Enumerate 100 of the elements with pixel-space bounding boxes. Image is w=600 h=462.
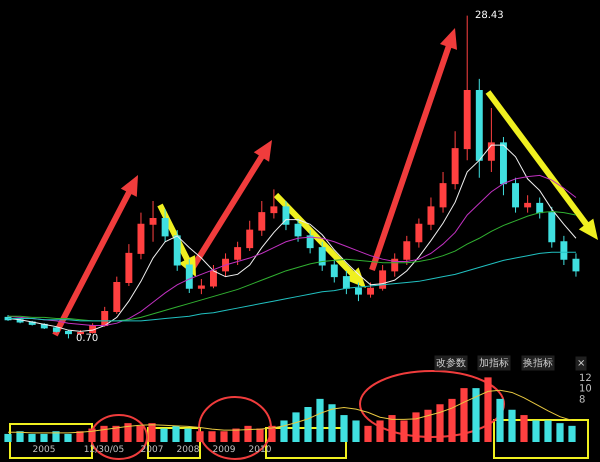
y-tick-label: 8: [579, 394, 586, 406]
candlestick: [210, 264, 217, 289]
bar: [472, 388, 480, 442]
candlestick: [560, 235, 568, 266]
annotation: 28.43: [475, 10, 504, 21]
candlestick: [125, 244, 132, 286]
text: 换指标: [523, 357, 553, 369]
bar: [340, 415, 348, 442]
line-series: [8, 390, 572, 434]
bar: [28, 434, 36, 442]
candlestick: [174, 230, 181, 272]
bar: [424, 410, 432, 442]
candlestick: [403, 235, 410, 266]
bar: [100, 426, 108, 442]
candlestick: [355, 282, 362, 302]
candlestick: [306, 230, 314, 254]
bar: [208, 431, 216, 442]
candlestick: [65, 330, 72, 339]
candlestick: [150, 200, 156, 242]
candlestick: [464, 15, 471, 161]
bar: [328, 404, 336, 442]
bar: [112, 426, 120, 442]
candlestick: [548, 206, 556, 248]
candlestick: [113, 276, 120, 314]
candlestick: [476, 78, 483, 178]
bar: [64, 434, 72, 442]
candlestick: [330, 258, 338, 283]
x-tick-label: 2005: [32, 445, 56, 455]
bar: [508, 410, 516, 442]
bar: [544, 420, 552, 442]
text: 加指标: [479, 357, 509, 369]
candlestick: [488, 107, 495, 172]
candlestick: [572, 252, 580, 278]
candlestick: [428, 197, 434, 231]
x-tick-label: 2008: [176, 445, 200, 455]
bar: [448, 398, 456, 442]
candlestick: [246, 220, 254, 252]
bar: [532, 420, 540, 442]
annotation: 0.70: [76, 333, 98, 344]
bar: [16, 431, 24, 442]
bar: [568, 426, 576, 442]
bar: [316, 398, 324, 442]
bar: [244, 426, 252, 442]
bar: [148, 423, 156, 442]
candlestick: [536, 197, 544, 219]
candlestick: [512, 177, 519, 214]
candlestick: [367, 282, 374, 298]
candlestick: [282, 200, 290, 231]
candlestick: [440, 171, 446, 214]
bar: [436, 404, 444, 442]
bar: [400, 420, 408, 442]
bar: [364, 426, 372, 442]
candlestick: [258, 200, 266, 236]
candlestick: [452, 130, 459, 190]
candlestick: [186, 258, 193, 294]
bar: [268, 426, 276, 442]
bar: [376, 420, 384, 442]
candlestick: [415, 218, 422, 248]
text: 改参数: [436, 357, 466, 369]
bar: [172, 426, 180, 442]
bar: [220, 431, 228, 442]
candlestick: [524, 194, 532, 214]
bar: [484, 377, 492, 442]
y-tick-label: 12: [579, 372, 592, 384]
candlestick: [342, 270, 350, 295]
candlestick: [234, 241, 242, 266]
bar: [280, 420, 288, 442]
bar: [556, 423, 564, 442]
bar: [52, 431, 60, 442]
bar: [196, 431, 204, 442]
candlestick: [270, 188, 278, 219]
bar: [160, 428, 168, 442]
bar: [412, 412, 420, 442]
candlestick: [222, 252, 229, 278]
bar: [76, 431, 84, 442]
bar: [304, 407, 312, 442]
bar: [388, 415, 396, 442]
candlestick: [198, 278, 205, 295]
bar: [232, 428, 240, 442]
bar: [124, 423, 132, 442]
bar: [496, 398, 504, 442]
bar: [184, 428, 192, 442]
bar: [40, 434, 48, 442]
x-tick-label: 2009: [212, 445, 236, 455]
bar: [136, 426, 144, 442]
bar: [88, 428, 96, 442]
bar: [460, 388, 468, 442]
bar: [292, 412, 300, 442]
y-tick-label: 10: [579, 384, 592, 395]
candlestick: [162, 208, 169, 242]
bar: [520, 415, 528, 442]
text: ×: [577, 358, 586, 369]
candlestick: [52, 326, 60, 333]
candlestick: [138, 212, 144, 260]
bar: [4, 434, 12, 442]
candlestick: [294, 218, 302, 242]
bar: [352, 420, 360, 442]
bar: [256, 428, 264, 442]
candlestick: [500, 136, 507, 196]
candlestick: [318, 241, 326, 272]
